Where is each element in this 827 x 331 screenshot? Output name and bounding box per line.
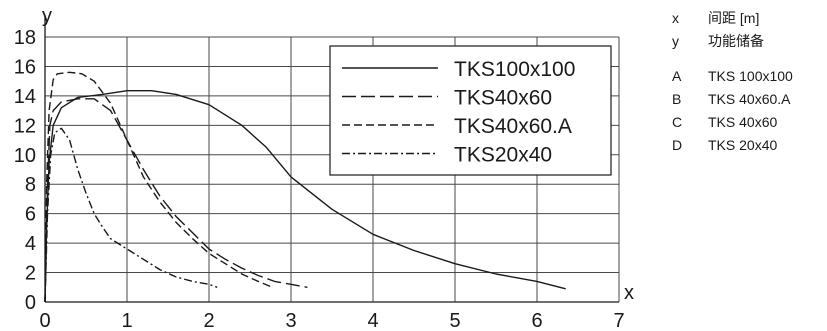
side-legend-row-x: x 间距 [m] <box>672 6 822 29</box>
y-tick-label: 12 <box>14 115 36 137</box>
side-legend-key: A <box>672 67 682 84</box>
x-tick-label: 4 <box>367 310 378 331</box>
side-legend-text: TKS 100x100 <box>708 67 793 84</box>
x-tick-label: 5 <box>449 310 460 331</box>
legend-label: TKS40x60.A <box>454 115 572 138</box>
side-legend-text: 间距 [m] <box>708 9 760 26</box>
side-legend-text: TKS 40x60 <box>708 113 778 130</box>
series-line-0 <box>44 90 566 303</box>
y-tick-label: 8 <box>25 174 36 196</box>
y-axis-label: y <box>42 5 52 27</box>
x-tick-label: 1 <box>121 310 132 331</box>
y-tick-label: 6 <box>25 204 36 226</box>
side-legend: x 间距 [m] y 功能储备 A TKS 100x100 B TKS 40x6… <box>672 6 822 156</box>
side-legend-key: y <box>672 32 679 49</box>
y-tick-label: 16 <box>14 56 36 78</box>
side-legend-key: C <box>672 113 683 130</box>
side-legend-key: x <box>672 9 679 26</box>
side-legend-row-b: B TKS 40x60.A <box>672 87 822 110</box>
series-line-2 <box>44 71 271 303</box>
side-legend-key: D <box>672 136 683 153</box>
side-legend-text: 功能储备 <box>708 32 764 49</box>
side-legend-row-c: C TKS 40x60 <box>672 110 822 133</box>
series-line-1 <box>44 98 308 303</box>
legend-label: TKS100x100 <box>454 58 575 81</box>
x-tick-label: 0 <box>39 310 50 331</box>
side-legend-text: TKS 20x40 <box>708 136 778 153</box>
y-tick-label: 10 <box>14 145 36 167</box>
side-legend-row-d: D TKS 20x40 <box>672 133 822 156</box>
y-tick-label: 2 <box>25 263 36 285</box>
side-legend-row-a: A TKS 100x100 <box>672 64 822 87</box>
y-tick-label: 0 <box>25 292 36 314</box>
y-tick-label: 4 <box>25 233 36 255</box>
legend-label: TKS40x60 <box>454 87 552 110</box>
side-legend-spacer <box>672 52 822 64</box>
x-tick-label: 2 <box>203 310 214 331</box>
side-legend-key: B <box>672 90 682 107</box>
side-legend-text: TKS 40x60.A <box>708 90 791 107</box>
x-tick-label: 7 <box>613 310 624 331</box>
y-tick-label: 14 <box>14 86 36 108</box>
x-tick-label: 6 <box>531 310 542 331</box>
series-line-3 <box>44 127 218 303</box>
side-legend-row-y: y 功能储备 <box>672 29 822 52</box>
x-axis-label: x <box>624 282 634 304</box>
legend-label: TKS20x40 <box>454 144 552 167</box>
x-tick-label: 3 <box>285 310 296 331</box>
y-tick-label: 18 <box>14 27 36 49</box>
